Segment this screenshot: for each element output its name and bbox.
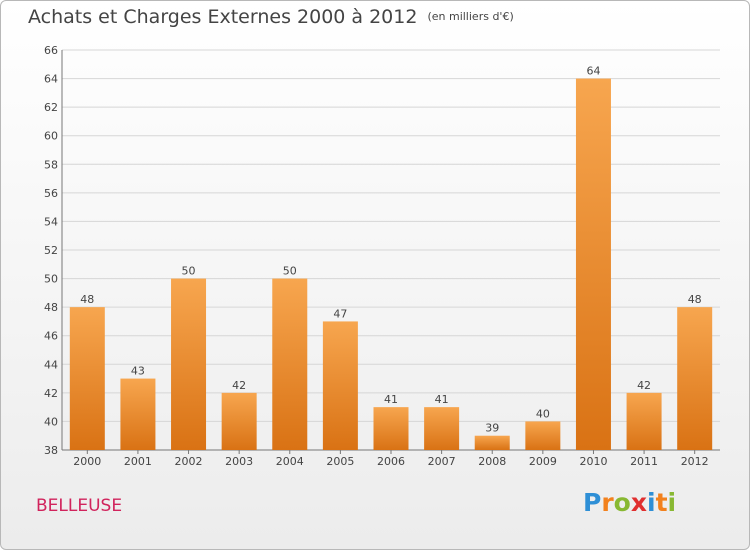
- bar: [525, 421, 561, 450]
- x-tick-label: 2011: [630, 455, 658, 468]
- y-tick-label: 56: [44, 187, 58, 200]
- bar: [171, 278, 207, 450]
- data-label: 50: [182, 265, 196, 278]
- x-tick-label: 2000: [73, 455, 101, 468]
- y-tick-label: 44: [44, 358, 58, 371]
- bar: [322, 321, 358, 450]
- logo-letter: r: [601, 488, 614, 517]
- bar: [272, 278, 308, 450]
- x-tick-label: 2003: [225, 455, 253, 468]
- y-tick-label: 58: [44, 158, 58, 171]
- grid-lines: [62, 49, 720, 451]
- y-tick-label: 64: [44, 73, 58, 86]
- x-tick-label: 2006: [377, 455, 405, 468]
- chart-subtitle: (en milliers d'€): [427, 10, 514, 23]
- x-tick-label: 2010: [579, 455, 607, 468]
- data-label: 48: [80, 293, 94, 306]
- x-tick-label: 2004: [276, 455, 304, 468]
- x-tick-labels: 2000 2001 2002 2003 2004 2005 2006 2007 2008 2009…: [73, 455, 708, 468]
- x-tick-label: 2001: [124, 455, 152, 468]
- y-tick-label: 46: [44, 330, 58, 343]
- logo-letter: i: [647, 488, 656, 517]
- y-tick-labels: 38 40 42 44 46 48 50 52 54 56 58 60 62 64 66: [44, 44, 58, 457]
- y-tick-label: 38: [44, 444, 58, 457]
- x-tick-label: 2009: [529, 455, 557, 468]
- data-labels: 48 43 50 42 50 47 41 41 39 40 64 42 48: [80, 65, 701, 435]
- proxiti-logo: Proxiti: [583, 488, 676, 517]
- data-label: 40: [536, 407, 550, 420]
- data-label: 39: [485, 422, 499, 435]
- y-tick-label: 40: [44, 415, 58, 428]
- bar: [677, 307, 713, 450]
- bar: [575, 78, 611, 451]
- data-label: 50: [283, 265, 297, 278]
- x-tick-label: 2005: [326, 455, 354, 468]
- data-label: 43: [131, 365, 145, 378]
- y-tick-label: 62: [44, 101, 58, 114]
- data-label: 48: [688, 293, 702, 306]
- bar: [69, 307, 105, 450]
- y-tick-label: 54: [44, 215, 58, 228]
- y-tick-label: 52: [44, 244, 58, 257]
- bar: [474, 435, 510, 450]
- bar: [424, 407, 460, 450]
- x-tick-label: 2002: [175, 455, 203, 468]
- data-label: 42: [637, 379, 651, 392]
- data-label: 47: [333, 307, 347, 320]
- x-tick-label: 2007: [428, 455, 456, 468]
- y-tick-label: 42: [44, 387, 58, 400]
- bar: [373, 407, 409, 450]
- chart-title-text: Achats et Charges Externes 2000 à 2012: [28, 6, 418, 28]
- y-tick-label: 48: [44, 301, 58, 314]
- bars: [69, 78, 713, 451]
- y-tick-label: 50: [44, 273, 58, 286]
- bar: [626, 392, 662, 450]
- logo-letter: x: [630, 488, 647, 517]
- bar: [221, 392, 257, 450]
- commune-name: BELLEUSE: [36, 496, 123, 516]
- data-label: 41: [384, 393, 398, 406]
- logo-letter: i: [667, 488, 677, 517]
- data-label: 41: [435, 393, 449, 406]
- data-label: 42: [232, 379, 246, 392]
- bar: [120, 378, 156, 450]
- logo-letter: t: [655, 488, 668, 517]
- logo-letter: o: [613, 488, 631, 517]
- y-tick-label: 66: [44, 44, 58, 57]
- x-tick-label: 2012: [681, 455, 709, 468]
- data-label: 64: [586, 65, 600, 78]
- chart-title: Achats et Charges Externes 2000 à 2012 (e…: [28, 6, 514, 28]
- x-tick-label: 2008: [478, 455, 506, 468]
- logo-letter: P: [583, 488, 602, 517]
- y-tick-label: 60: [44, 130, 58, 143]
